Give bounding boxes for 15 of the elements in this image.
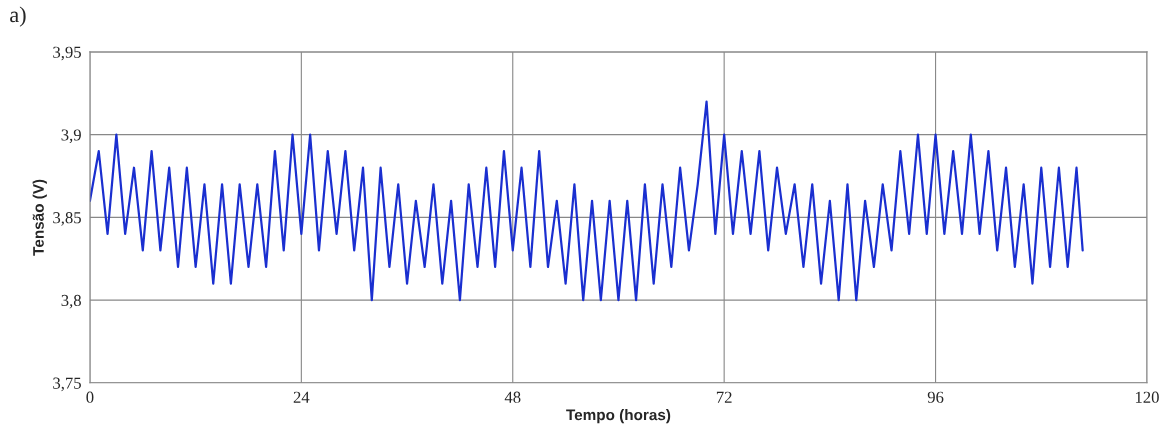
x-tick-label: 120	[1135, 391, 1159, 403]
x-tick-label: 72	[716, 391, 732, 403]
x-axis-title: Tempo (horas)	[566, 409, 671, 424]
y-tick-label: 3,8	[61, 294, 81, 309]
line-series	[89, 100, 1084, 302]
x-tick-label: 48	[504, 391, 521, 403]
y-tick-label: 3,85	[53, 212, 81, 226]
y-axis-title: Tensão (V)	[32, 179, 47, 256]
text: a)	[10, 6, 26, 27]
x-tick-label: 96	[927, 391, 944, 403]
y-tick-label: 3,95	[53, 46, 81, 61]
x-tick-label: 0	[86, 391, 94, 403]
y-tick-label: 3,75	[53, 377, 81, 392]
y-tick-label: 3,9	[61, 129, 81, 143]
x-tick-label: 24	[293, 391, 310, 403]
